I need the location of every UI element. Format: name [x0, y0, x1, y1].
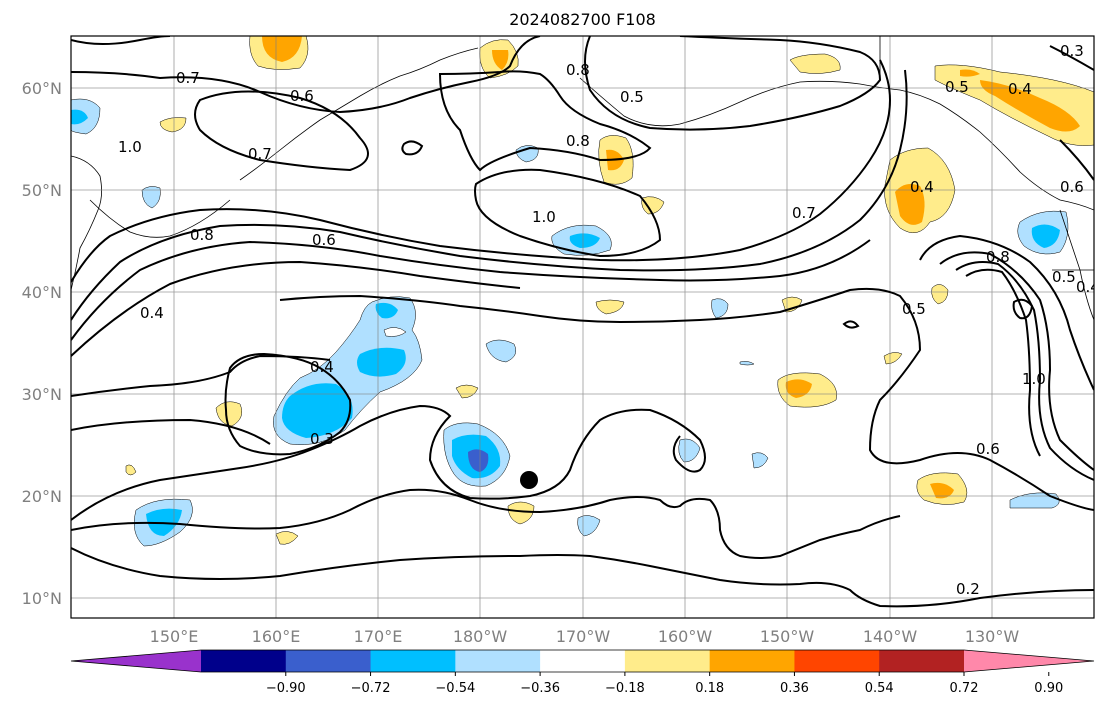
- contour-label: 0.8: [566, 132, 590, 150]
- colorbar-segment: [794, 650, 880, 672]
- colorbar-segment: [201, 650, 287, 672]
- contour-label: 0.4: [910, 178, 934, 196]
- colorbar-segment: [455, 650, 541, 672]
- contour-label: 0.6: [1060, 178, 1084, 196]
- contour-label: 1.0: [1022, 370, 1046, 388]
- contour-label: 0.6: [976, 440, 1000, 458]
- contour-label: 0.4: [1076, 278, 1100, 296]
- lon-label: 170°W: [556, 627, 611, 646]
- colorbar-segment: [540, 650, 626, 672]
- colorbar-segment: [879, 650, 965, 672]
- latitude-labels: 60°N 50°N 40°N 30°N 20°N 10°N: [22, 79, 62, 608]
- lon-label: 180°W: [453, 627, 508, 646]
- contour-label: 0.6: [312, 231, 336, 249]
- colorbar-tick-label: −0.54: [435, 681, 475, 696]
- contour-label: 1.0: [532, 208, 556, 226]
- contour-label: 0.2: [956, 580, 980, 598]
- lon-label: 150°W: [760, 627, 815, 646]
- contour-label: 0.8: [566, 61, 590, 79]
- contour-label: 0.7: [248, 145, 272, 163]
- coastlines: [71, 36, 1094, 321]
- storm-position-marker: [520, 471, 538, 489]
- lon-label: 160°E: [252, 627, 301, 646]
- colorbar-extend-high: [964, 650, 1094, 672]
- contour-label: 0.5: [1052, 268, 1076, 286]
- contour-label: 1.0: [118, 138, 142, 156]
- colorbar-segment: [370, 650, 456, 672]
- colorbar-tick-label: −0.90: [266, 681, 306, 696]
- colorbar-tick-label: 0.36: [780, 681, 809, 696]
- colorbar-tick-label: 0.90: [1034, 681, 1063, 696]
- colorbar-segment: [624, 650, 711, 672]
- contour-label: 0.4: [1008, 80, 1032, 98]
- contour-label: 0.8: [190, 226, 214, 244]
- lon-label: 160°W: [658, 627, 713, 646]
- colorbar-tick-label: −0.36: [520, 681, 560, 696]
- colorbar-outline: [70, 649, 1095, 673]
- contour-label: 0.6: [290, 87, 314, 105]
- colorbar-extend-low: [71, 650, 201, 672]
- lon-label: 140°W: [863, 627, 918, 646]
- lat-label: 50°N: [22, 181, 62, 200]
- lon-label: 150°E: [150, 627, 199, 646]
- colorbar-tick-label: 0.72: [950, 681, 979, 696]
- contour-label: 0.7: [176, 69, 200, 87]
- colorbar-tick-label: −0.72: [351, 681, 391, 696]
- colorbar-tick-label: 0.54: [865, 681, 894, 696]
- contour-lines: [71, 36, 1094, 608]
- map-frame: [70, 35, 1095, 619]
- contour-label: 0.8: [986, 248, 1010, 266]
- contour-label: 0.3: [310, 430, 334, 448]
- lat-label: 20°N: [22, 487, 62, 506]
- colorbar: −0.90 −0.72 −0.54 −0.36 −0.18 0.18 0.36 0.54 0.7…: [70, 649, 1095, 696]
- contour-label: 0.4: [310, 358, 334, 376]
- colorbar-tick-label: 0.18: [695, 681, 724, 696]
- colorbar-segment: [285, 650, 372, 672]
- map-title: 2024082700 F108: [509, 10, 656, 29]
- colorbar-segment: [709, 650, 795, 672]
- contour-label: 0.3: [1060, 42, 1084, 60]
- longitude-labels: 150°E 160°E 170°E 180°W 170°W 160°W 150°…: [150, 627, 1020, 646]
- gridlines: [71, 36, 1094, 618]
- contour-labels: 0.7 0.6 0.8 0.3 0.4 0.5 1.0 0.7 0.8 1.0 …: [118, 42, 1100, 598]
- lon-label: 130°W: [965, 627, 1020, 646]
- colorbar-tick-label: −0.18: [605, 681, 645, 696]
- contour-label: 0.5: [620, 88, 644, 106]
- lat-label: 60°N: [22, 79, 62, 98]
- contour-label: 0.4: [140, 304, 164, 322]
- lat-label: 30°N: [22, 385, 62, 404]
- contour-label: 0.5: [902, 300, 926, 318]
- contour-label: 0.5: [945, 78, 969, 96]
- lat-label: 10°N: [22, 589, 62, 608]
- lon-label: 170°E: [354, 627, 403, 646]
- contour-label: 0.7: [792, 204, 816, 222]
- lat-label: 40°N: [22, 283, 62, 302]
